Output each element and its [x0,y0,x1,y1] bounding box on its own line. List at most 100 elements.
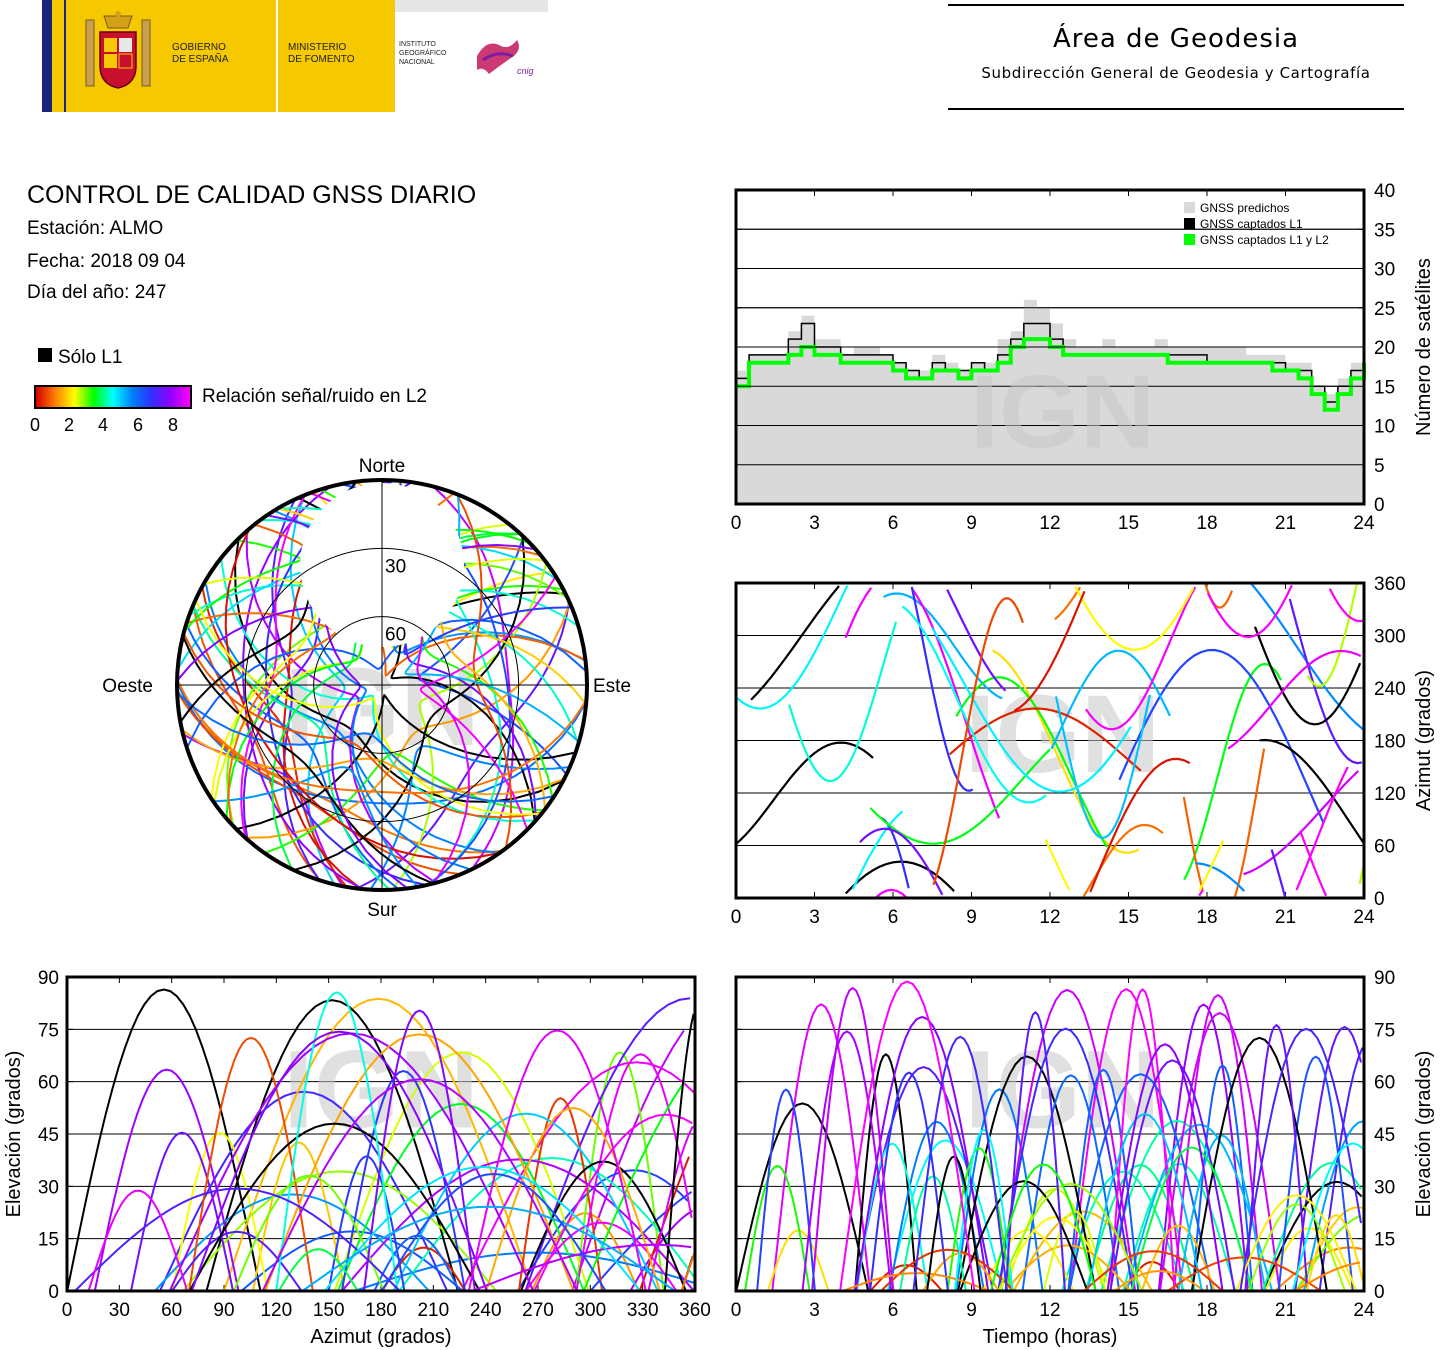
sky-track [192,604,321,882]
elaz-track [663,1013,695,1292]
azimuth-track [948,707,1142,772]
gov-block: GOBIERNO DE ESPAÑA [66,0,276,112]
satellite-count-ytick-label: 10 [1374,417,1395,438]
legend-swatch-2 [1184,234,1195,245]
ministry-line-1: MINISTERIO [288,42,347,53]
eltime-track [1305,1214,1364,1292]
elaz-track [516,1169,689,1292]
elaz-track [467,1029,647,1292]
sky-track [224,527,500,860]
elevation-vs-azimuth-ytick-label: 75 [38,1020,59,1041]
azimuth-track [1299,588,1364,897]
eltime-track [1109,1059,1236,1292]
eltime-track [1262,1180,1363,1292]
azimuth-track [992,649,1140,854]
elaz-track [392,1112,659,1292]
elevation-vs-azimuth-ytick-label: 45 [38,1125,59,1146]
satellite-count-xtick-label: 3 [809,513,820,534]
elaz-track [341,1158,695,1292]
institutional-logos: GOBIERNO DE ESPAÑA MINISTERIO DE FOMENTO… [42,0,548,112]
elaz-track [337,1102,585,1292]
elevation-vs-time-xtick-label: 18 [1196,1300,1217,1321]
eltime-track [1277,1055,1354,1292]
elevation-vs-azimuth-ytick-label: 30 [38,1177,59,1198]
elaz-track [327,1155,406,1292]
azimuth-vs-time-xtick-label: 9 [966,907,977,928]
elevation-vs-azimuth-xtick-label: 0 [62,1300,73,1321]
elevation-vs-azimuth-xtick-label: 120 [260,1300,292,1321]
azimuth-track [736,585,904,890]
azimuth-vs-time-xtick-label: 12 [1039,907,1060,928]
satellite-count-xtick-label: 12 [1039,513,1060,534]
elaz-track [87,1189,189,1292]
azimuth-vs-time-ytick-label: 60 [1374,837,1395,858]
skyplot-horizon [175,478,589,892]
eltime-track [998,988,1137,1292]
flag-yellow-band [52,0,64,112]
satcount-ylabel: Número de satélites [1413,258,1435,436]
satcount-frame [734,188,1366,506]
azimuth-track [1183,662,1282,881]
sky-track [182,632,543,819]
eltime-track [1159,1011,1281,1292]
azimuth-vs-time-ytick-label: 240 [1374,679,1406,700]
eltime-track [959,1180,1089,1292]
area-title: Área de Geodesia [1052,24,1300,54]
elevation-vs-time-ytick-label: 15 [1374,1230,1395,1251]
elevation-vs-time-xtick-label: 15 [1118,1300,1139,1321]
elevation-vs-time-ytick-label: 90 [1374,968,1395,989]
elaz-track [130,1131,234,1292]
eltime-track [1291,1142,1364,1292]
azimuth-track [788,621,898,782]
ministry-line-2: DE FOMENTO [288,54,355,65]
azimuth-track [1227,649,1362,750]
elaz-ylabel: Elevación (grados) [3,1051,25,1218]
eltime-track [1122,1162,1237,1292]
eltime-frame [734,975,1366,1293]
eltime-track [1244,1023,1309,1292]
elevation-vs-azimuth-ytick-label: 60 [38,1073,59,1094]
snr-colorbar [34,385,192,409]
eltime-track [1113,1269,1206,1292]
azimuth-track [931,627,1132,793]
eltime-track [922,1252,1000,1292]
station-label: Estación: ALMO [27,218,164,239]
elevation-vs-time-xtick-label: 12 [1039,1300,1060,1321]
eltime-track [1247,1203,1346,1292]
doy-label: Día del año: 247 [27,282,167,303]
elaz-track [589,1190,693,1292]
eltime-track [946,1147,1012,1292]
eltime-track [855,1015,990,1292]
azimuth-track [844,587,1001,899]
legend-label-0: GNSS predichos [1200,201,1289,215]
azimuth-vs-time-ytick-label: 180 [1374,732,1406,753]
snr-tick-0: 0 [30,415,41,435]
eltime-track [839,980,976,1292]
legend-swatch-1 [1184,218,1195,229]
elevation-vs-time-xtick-label: 0 [731,1300,742,1321]
elevation-vs-time-xtick-label: 3 [809,1300,820,1321]
elevation-vs-azimuth-xtick-label: 270 [522,1300,554,1321]
sky-track [186,618,588,749]
elevation-azimuth-chart: 0 15 30 45 60 75 90 0 30 60 90 120 150 180 210 240 270 30… [3,968,711,1348]
sky-track [289,494,346,885]
elaz-track [188,1122,481,1292]
elevation-vs-azimuth-xtick-label: 300 [574,1300,606,1321]
eltime-track [997,1182,1144,1292]
snr-tick-2: 2 [64,415,75,435]
l1-only-swatch [38,348,52,362]
elaz-track [575,1051,665,1292]
sky-track [176,689,503,854]
eltime-track [735,1102,870,1292]
cnig-logo-icon: cnig [477,40,534,76]
eltime-track [1083,1250,1224,1292]
l1-only-label: Sólo L1 [58,347,123,368]
azimuth-vs-time-ytick-label: 360 [1374,574,1406,595]
azimuth-track [901,605,1047,804]
elevation-vs-azimuth-xtick-label: 30 [109,1300,130,1321]
sky-track [242,485,364,890]
azimuth-track [1259,738,1365,844]
eltime-track [1125,1123,1274,1292]
satellite-count-xtick-label: 24 [1353,513,1375,534]
